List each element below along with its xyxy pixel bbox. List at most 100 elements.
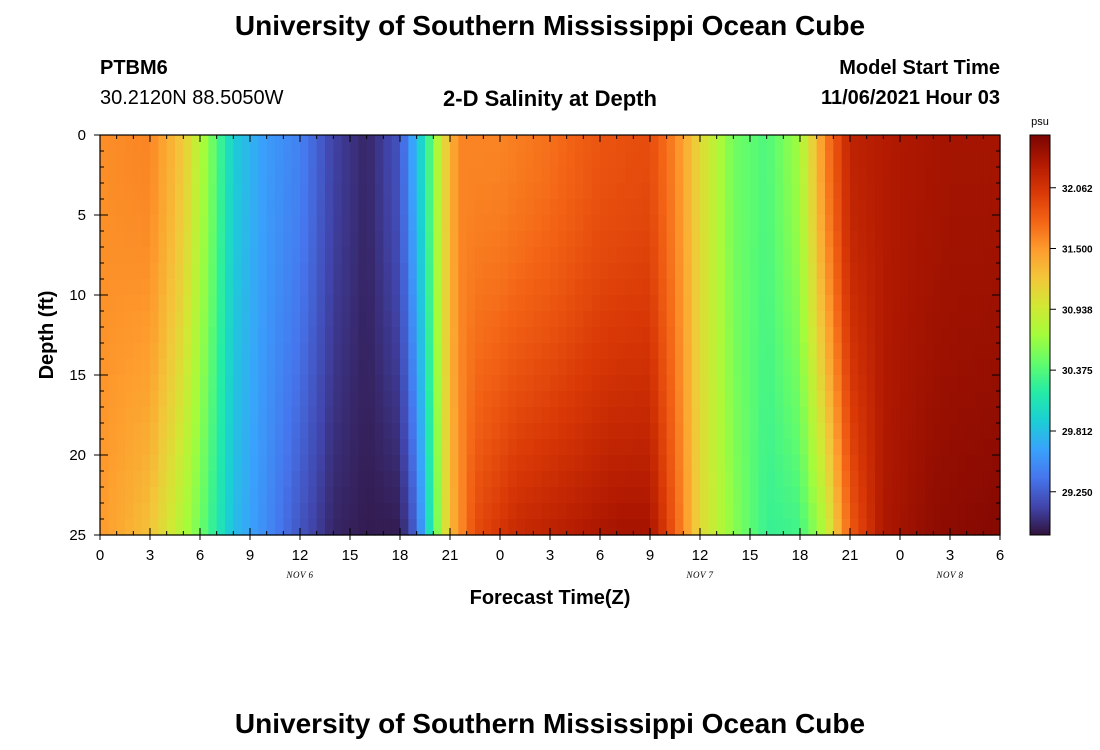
heatmap-cell (950, 359, 959, 376)
heatmap-cell (558, 279, 568, 296)
heatmap-cell (675, 407, 684, 424)
heatmap-cell (825, 503, 834, 520)
heatmap-cell (466, 359, 476, 376)
heatmap-cell (466, 439, 476, 456)
heatmap-cell (675, 375, 684, 392)
heatmap-cell (225, 407, 234, 424)
heatmap-cell (991, 471, 1001, 488)
heatmap-cell (958, 311, 968, 328)
heatmap-cell (716, 199, 726, 216)
heatmap-cell (708, 247, 718, 264)
heatmap-cell (933, 519, 943, 536)
heatmap-cell (883, 215, 893, 232)
heatmap-cell (675, 183, 684, 200)
heatmap-cell (283, 359, 293, 376)
heatmap-cell (800, 263, 809, 280)
heatmap-cell (783, 183, 793, 200)
heatmap-cell (925, 167, 934, 184)
heatmap-cell (283, 375, 293, 392)
heatmap-cell (100, 503, 109, 520)
heatmap-cell (791, 503, 801, 520)
heatmap-cell (291, 311, 301, 328)
heatmap-cell (983, 519, 993, 536)
colorbar-unit: psu (1031, 116, 1049, 128)
heatmap-cell (575, 311, 584, 328)
heatmap-cell (850, 439, 859, 456)
heatmap-cell (866, 519, 876, 536)
heatmap-cell (991, 503, 1001, 520)
heatmap-cell (633, 359, 643, 376)
heatmap-cell (216, 359, 226, 376)
heatmap-cell (808, 359, 818, 376)
heatmap-cell (925, 487, 934, 504)
heatmap-cell (450, 279, 459, 296)
heatmap-cell (266, 375, 276, 392)
heatmap-cell (766, 151, 776, 168)
heatmap-cell (200, 199, 209, 216)
heatmap-cell (275, 247, 284, 264)
heatmap-cell (766, 503, 776, 520)
heatmap-cell (658, 391, 668, 408)
heatmap-cell (908, 343, 918, 360)
heatmap-cell (766, 455, 776, 472)
heatmap-cell (191, 231, 201, 248)
heatmap-cell (266, 151, 276, 168)
heatmap-cell (575, 471, 584, 488)
heatmap-cell (116, 471, 126, 488)
heatmap-cell (325, 439, 334, 456)
heatmap-cell (625, 263, 634, 280)
heatmap-cell (708, 407, 718, 424)
heatmap-cell (325, 295, 334, 312)
heatmap-cell (316, 151, 326, 168)
heatmap-cell (625, 375, 634, 392)
heatmap-cell (208, 487, 218, 504)
heatmap-cell (283, 343, 293, 360)
heatmap-cell (208, 247, 218, 264)
x-tick-label: 6 (996, 547, 1004, 564)
heatmap-cell (633, 487, 643, 504)
heatmap-cell (191, 471, 201, 488)
heatmap-cell (400, 167, 409, 184)
colorbar-label: 29.250 (1062, 488, 1093, 499)
heatmap-cell (666, 407, 676, 424)
heatmap-cell (841, 519, 851, 536)
heatmap-cell (475, 423, 484, 440)
heatmap-cell (183, 519, 193, 536)
heatmap-cell (541, 215, 551, 232)
heatmap-cell (175, 311, 184, 328)
heatmap-cell (666, 391, 676, 408)
heatmap-cell (583, 455, 593, 472)
heatmap-cell (616, 135, 626, 152)
heatmap-cell (908, 199, 918, 216)
heatmap-cell (458, 391, 468, 408)
heatmap-cell (941, 487, 951, 504)
heatmap-cell (625, 359, 634, 376)
heatmap-cell (325, 455, 334, 472)
heatmap-cell (875, 167, 884, 184)
heatmap-cell (125, 199, 134, 216)
heatmap-cell (608, 439, 618, 456)
heatmap-cell (841, 247, 851, 264)
heatmap-cell (675, 231, 684, 248)
heatmap-cell (100, 135, 109, 152)
heatmap-cell (133, 439, 143, 456)
heatmap-cell (241, 423, 251, 440)
heatmap-cell (141, 231, 151, 248)
heatmap-cell (958, 375, 968, 392)
heatmap-cell (925, 199, 934, 216)
heatmap-cell (900, 183, 909, 200)
heatmap-cell (700, 183, 709, 200)
heatmap-cell (625, 231, 634, 248)
heatmap-cell (875, 183, 884, 200)
heatmap-cell (575, 295, 584, 312)
heatmap-cell (500, 231, 509, 248)
heatmap-cell (283, 295, 293, 312)
heatmap-cell (941, 199, 951, 216)
heatmap-cell (541, 135, 551, 152)
heatmap-cell (400, 151, 409, 168)
heatmap-cell (808, 135, 818, 152)
heatmap-cell (225, 263, 234, 280)
heatmap-cell (308, 375, 318, 392)
heatmap-cell (425, 343, 434, 360)
